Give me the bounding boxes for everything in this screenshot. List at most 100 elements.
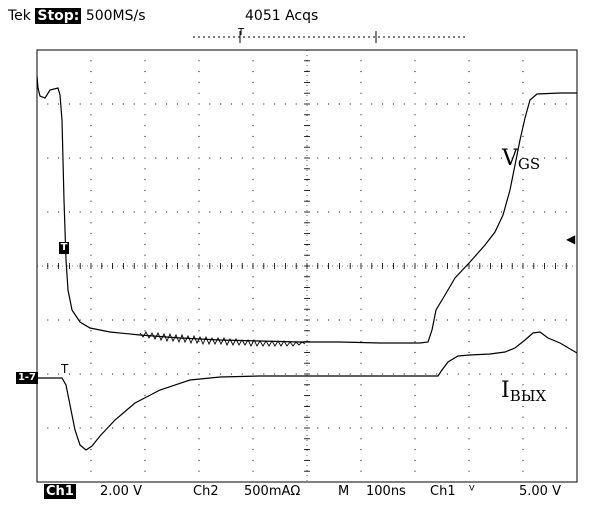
grid-dot (252, 470, 254, 472)
grid-dot (490, 373, 492, 375)
grid-dot (360, 351, 362, 353)
ch2-iout-trace (37, 331, 578, 451)
grid-dot (328, 319, 330, 321)
grid-dot (371, 427, 373, 429)
grid-dot (468, 341, 470, 343)
grid-dot (187, 427, 189, 429)
grid-dot (47, 211, 49, 213)
grid-dot (241, 103, 243, 105)
ch1-vgs-trace (36, 75, 577, 344)
grid-dot (90, 405, 92, 407)
grid-dot (274, 211, 276, 213)
grid-dot (522, 308, 524, 310)
grid-dot (468, 308, 470, 310)
grid-dot (144, 308, 146, 310)
ch1-vgs-ripple (139, 331, 306, 348)
grid-dot (457, 319, 459, 321)
grid-dot (122, 427, 124, 429)
grid-dot (576, 319, 578, 321)
grid-dot (533, 157, 535, 159)
grid-dot (144, 449, 146, 451)
grid-dot (209, 319, 211, 321)
grid-dot (90, 438, 92, 440)
grid-dot (554, 103, 556, 105)
grid-dot (241, 427, 243, 429)
iout-label: IВЫХ (501, 378, 546, 405)
grid-dot (490, 211, 492, 213)
grid-dot (468, 103, 470, 105)
grid-dot (544, 103, 546, 105)
grid-dot (328, 373, 330, 375)
grid-dot (522, 470, 524, 472)
grid-dot (252, 146, 254, 148)
grid-dot (155, 319, 157, 321)
grid-dot (446, 373, 448, 375)
grid-dot (576, 211, 578, 213)
grid-dot (144, 297, 146, 299)
grid-dot (90, 157, 92, 159)
grid-dot (198, 222, 200, 224)
grid-dot (198, 103, 200, 105)
grid-dot (468, 135, 470, 137)
trigger-slope-icon: ⱽ (469, 484, 475, 499)
grid-dot (490, 319, 492, 321)
grid-dot (47, 157, 49, 159)
grid-dot (414, 114, 416, 116)
grid-dot (522, 384, 524, 386)
grid-dot (90, 341, 92, 343)
grid-dot (457, 103, 459, 105)
grid-dot (360, 308, 362, 310)
grid-dot (295, 103, 297, 105)
grid-dot (198, 427, 200, 429)
grid-dot (479, 319, 481, 321)
grid-dot (522, 416, 524, 418)
grid-dot (295, 157, 297, 159)
grid-dot (144, 362, 146, 364)
grid-dot (360, 114, 362, 116)
grid-dot (68, 157, 70, 159)
grid-dot (414, 254, 416, 256)
grid-dot (144, 470, 146, 472)
grid-dot (144, 92, 146, 94)
grid-dot (414, 438, 416, 440)
grid-dot (36, 157, 38, 159)
grid-dot (144, 276, 146, 278)
grid-dot (360, 330, 362, 332)
grid-dot (144, 211, 146, 213)
grid-dot (144, 254, 146, 256)
grid-dot (544, 319, 546, 321)
grid-dot (144, 481, 146, 483)
grid-dot (198, 81, 200, 83)
trigger-position-bracket (193, 31, 466, 43)
grid-dot (166, 373, 168, 375)
grid-dot (241, 319, 243, 321)
iout-label-sub: ВЫХ (509, 387, 547, 405)
grid-dot (360, 276, 362, 278)
grid-dot (414, 60, 416, 62)
grid-dot (90, 200, 92, 202)
grid-dot (101, 103, 103, 105)
grid-dot (252, 200, 254, 202)
grid-dot (392, 157, 394, 159)
grid-dot (349, 373, 351, 375)
grid-dot (187, 211, 189, 213)
grid-dot (90, 362, 92, 364)
grid-dot (220, 319, 222, 321)
grid-dot (252, 405, 254, 407)
grid-dot (436, 373, 438, 375)
grid-dot (317, 157, 319, 159)
grid-dot (382, 319, 384, 321)
grid-dot (360, 49, 362, 51)
grid-dot (198, 243, 200, 245)
grid-dot (414, 168, 416, 170)
grid-dot (144, 200, 146, 202)
grid-dot (468, 254, 470, 256)
grid-dot (252, 103, 254, 105)
grid-dot (90, 71, 92, 73)
grid-dot (112, 103, 114, 105)
grid-dot (360, 103, 362, 105)
grid-dot (144, 373, 146, 375)
grid-dot (284, 319, 286, 321)
grid-dot (360, 81, 362, 83)
grid-dot (317, 373, 319, 375)
